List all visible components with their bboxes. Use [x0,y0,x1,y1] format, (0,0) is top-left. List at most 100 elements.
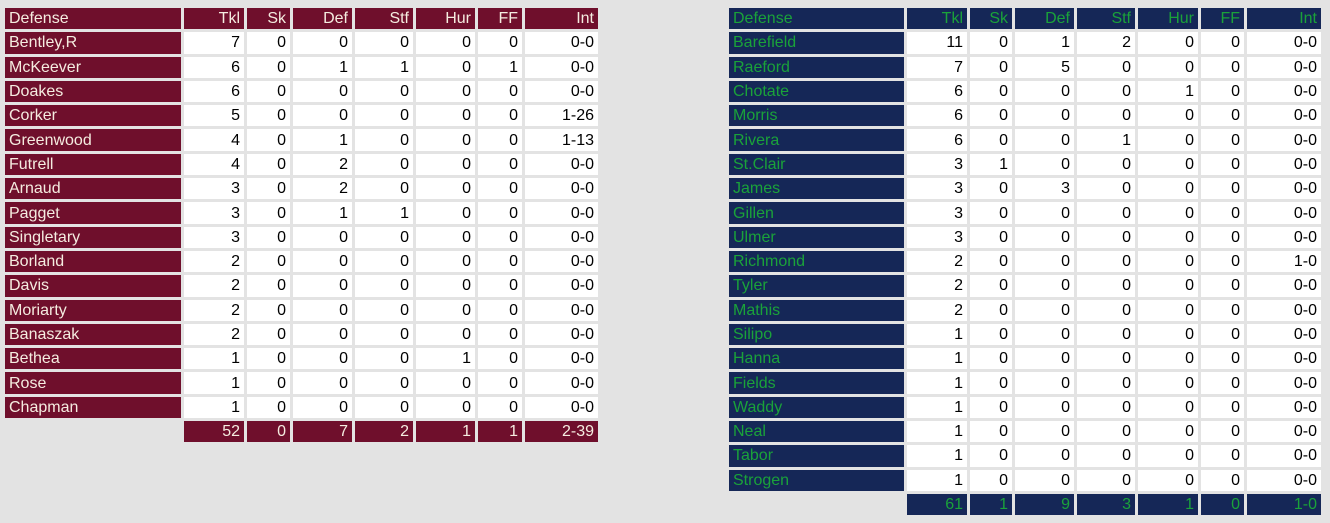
player-name: Morris [729,105,904,127]
player-row: Bethea 1 0 0 0 1 0 0-0 [5,348,598,370]
stat-sk: 0 [970,80,1012,103]
player-row: Raeford 7 0 5 0 0 0 0-0 [729,56,1321,78]
stat-tkl: 4 [184,153,244,176]
stat-sk: 0 [970,372,1012,394]
player-name: Doakes [5,80,181,103]
player-name: Neal [729,421,904,443]
stat-sk: 0 [247,129,290,151]
player-name: Corker [5,105,181,127]
stat-sk: 0 [970,56,1012,78]
stat-tkl: 2 [184,299,244,321]
stat-hur: 0 [416,153,475,176]
col-header-hur: Hur [416,8,475,30]
total-sk: 0 [247,421,290,443]
stat-hur: 0 [1138,129,1198,151]
player-name: Barefield [729,32,904,54]
player-name: Greenwood [5,129,181,151]
stat-tkl: 6 [184,56,244,78]
total-ff: 0 [1201,493,1244,516]
totals-row: 61 1 9 3 1 0 1-0 [729,493,1321,516]
stat-ff: 0 [478,250,522,273]
stat-def: 0 [1015,80,1074,103]
stat-def: 1 [293,129,352,151]
player-name: Tyler [729,275,904,297]
stat-hur: 1 [1138,80,1198,103]
stat-ff: 0 [1201,275,1244,297]
col-header-int: Int [1247,8,1321,30]
totals-row: 52 0 7 2 1 1 2-39 [5,421,598,443]
stat-stf: 0 [1077,348,1135,370]
stat-sk: 0 [247,348,290,370]
stat-int: 0-0 [1247,323,1321,346]
stat-def: 0 [1015,202,1074,224]
stat-int: 0-0 [525,153,598,176]
stat-stf: 0 [355,396,413,419]
stat-tkl: 2 [184,275,244,297]
stat-int: 0-0 [1247,105,1321,127]
stat-def: 0 [1015,372,1074,394]
stat-sk: 0 [970,250,1012,273]
stat-def: 3 [1015,178,1074,200]
stat-sk: 0 [247,153,290,176]
stat-tkl: 1 [184,372,244,394]
player-row: Richmond 2 0 0 0 0 0 1-0 [729,250,1321,273]
stat-hur: 0 [1138,445,1198,467]
stat-tkl: 1 [184,348,244,370]
stat-ff: 0 [1201,178,1244,200]
stat-hur: 0 [416,275,475,297]
stat-int: 0-0 [1247,469,1321,491]
stat-stf: 0 [1077,323,1135,346]
stat-int: 0-0 [1247,348,1321,370]
stat-sk: 0 [970,105,1012,127]
stat-stf: 0 [1077,396,1135,419]
total-tkl: 52 [184,421,244,443]
col-header-ff: FF [478,8,522,30]
stat-stf: 0 [1077,421,1135,443]
player-row: Silipo 1 0 0 0 0 0 0-0 [729,323,1321,346]
stat-ff: 0 [1201,226,1244,248]
player-name: Futrell [5,153,181,176]
stat-tkl: 2 [907,250,967,273]
player-name: Rivera [729,129,904,151]
stat-int: 0-0 [525,226,598,248]
stat-sk: 0 [247,250,290,273]
stat-def: 0 [1015,129,1074,151]
stat-ff: 0 [1201,445,1244,467]
player-name: Davis [5,275,181,297]
total-hur: 1 [1138,493,1198,516]
col-header-tkl: Tkl [184,8,244,30]
stat-sk: 0 [247,32,290,54]
player-row: Rivera 6 0 0 1 0 0 0-0 [729,129,1321,151]
stat-int: 1-0 [1247,250,1321,273]
player-row: Singletary 3 0 0 0 0 0 0-0 [5,226,598,248]
player-name: McKeever [5,56,181,78]
stat-ff: 0 [478,396,522,419]
stat-tkl: 7 [907,56,967,78]
player-name: Richmond [729,250,904,273]
stat-def: 1 [293,202,352,224]
stat-int: 0-0 [1247,153,1321,176]
stat-def: 0 [293,226,352,248]
stat-tkl: 1 [907,469,967,491]
player-row: Waddy 1 0 0 0 0 0 0-0 [729,396,1321,419]
stat-def: 0 [293,80,352,103]
stat-stf: 1 [355,202,413,224]
stat-hur: 0 [1138,56,1198,78]
stat-hur: 0 [1138,372,1198,394]
player-row: Tabor 1 0 0 0 0 0 0-0 [729,445,1321,467]
stat-stf: 0 [1077,226,1135,248]
total-def: 9 [1015,493,1074,516]
col-header-player: Defense [5,8,181,30]
stat-hur: 0 [416,372,475,394]
stat-ff: 0 [478,226,522,248]
player-row: Neal 1 0 0 0 0 0 0-0 [729,421,1321,443]
stat-stf: 0 [355,348,413,370]
col-header-ff: FF [1201,8,1244,30]
stat-int: 1-13 [525,129,598,151]
player-row: Fields 1 0 0 0 0 0 0-0 [729,372,1321,394]
stat-sk: 0 [970,129,1012,151]
col-header-stf: Stf [355,8,413,30]
stat-hur: 0 [1138,105,1198,127]
stat-hur: 0 [1138,32,1198,54]
player-name: Hanna [729,348,904,370]
